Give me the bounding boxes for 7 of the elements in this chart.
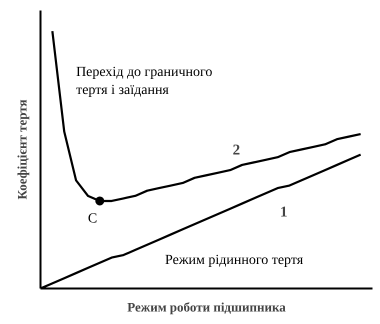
series-label: 2 (232, 142, 240, 159)
annotation: Перехід до граничного тертя і заїдання (76, 65, 212, 98)
y-axis-title: Коефіцієнт тертя (14, 99, 30, 200)
series-label: 1 (280, 204, 288, 220)
annotation: C (88, 212, 98, 227)
annotation: Режим рідинного тертя (165, 252, 304, 268)
x-axis-title: Режим роботи підшипника (127, 300, 286, 314)
